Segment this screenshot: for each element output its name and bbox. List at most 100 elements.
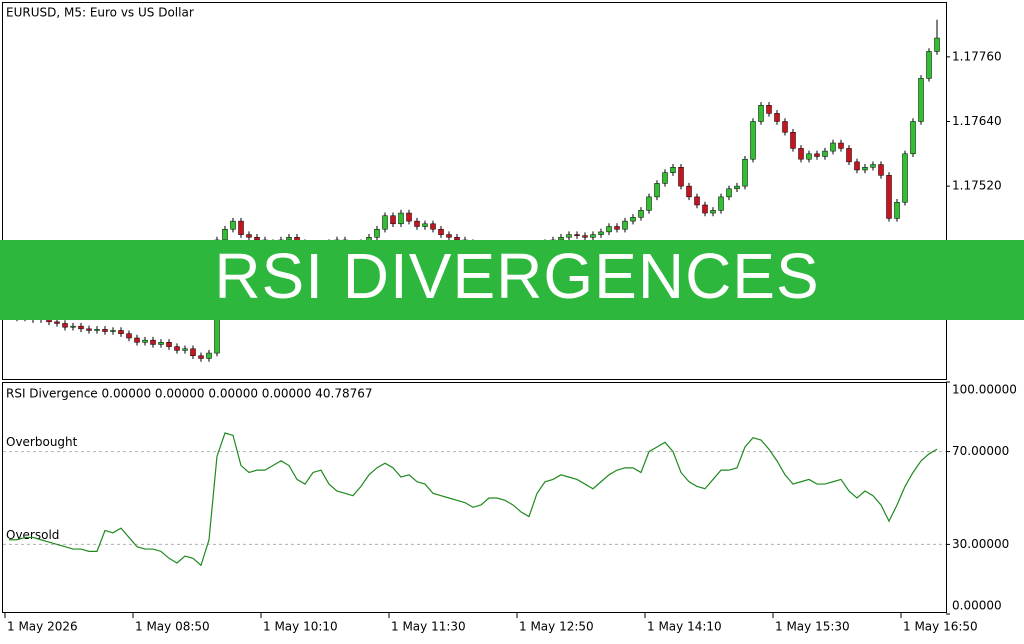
candle-body <box>710 210 716 214</box>
candle-body <box>446 234 452 238</box>
candle-body <box>422 223 428 227</box>
candle-body <box>926 51 932 79</box>
candle-body <box>646 196 652 211</box>
candle-body <box>126 333 132 339</box>
banner-band <box>0 240 1024 320</box>
y-tick-label: 0.00000 <box>952 599 1002 613</box>
x-tick-label: 1 May 14:10 <box>647 620 722 634</box>
candle-body <box>814 153 820 157</box>
candle-body <box>622 220 628 230</box>
candle-body <box>566 234 572 238</box>
candle-body <box>558 237 564 241</box>
candle-body <box>134 337 140 343</box>
x-tick-label: 1 May 12:50 <box>519 620 594 634</box>
candle-body <box>694 196 700 206</box>
candle-body <box>830 142 836 152</box>
candle-body <box>374 228 380 238</box>
y-tick-label: 1.17520 <box>952 179 1002 193</box>
candle-body <box>910 121 916 155</box>
candle-body <box>726 188 732 198</box>
candle-body <box>222 228 228 241</box>
candle-body <box>70 325 76 328</box>
candle-body <box>902 153 908 203</box>
candle-body <box>454 237 460 241</box>
candle-body <box>662 172 668 184</box>
level-label: Overbought <box>6 435 78 449</box>
candle-body <box>878 164 884 176</box>
candle-body <box>702 204 708 214</box>
indicator-title: RSI Divergence 0.00000 0.00000 0.00000 0… <box>6 387 373 401</box>
candle-body <box>574 234 580 236</box>
candle-body <box>670 167 676 173</box>
candle-body <box>190 348 196 357</box>
candle-body <box>246 234 252 238</box>
candle-body <box>678 167 684 187</box>
candle-body <box>886 175 892 219</box>
candle-body <box>110 330 116 332</box>
candle-body <box>590 234 596 238</box>
chart-title: EURUSD, M5: Euro vs US Dollar <box>6 6 194 20</box>
candle-body <box>790 132 796 149</box>
candle-body <box>230 220 236 230</box>
x-tick-label: 1 May 16:50 <box>903 620 978 634</box>
candle-body <box>782 121 788 133</box>
candle-body <box>766 105 772 114</box>
x-tick-label: 1 May 10:10 <box>263 620 338 634</box>
candle-body <box>390 215 396 225</box>
candle-body <box>774 113 780 122</box>
x-tick-label: 1 May 2026 <box>7 620 78 634</box>
candle-body <box>750 121 756 160</box>
candle-body <box>638 210 644 218</box>
candle-body <box>798 148 804 160</box>
x-tick-label: 1 May 08:50 <box>135 620 210 634</box>
candle-body <box>630 217 636 222</box>
candle-body <box>118 330 124 334</box>
candle-body <box>654 183 660 198</box>
candle-body <box>894 202 900 219</box>
candle-body <box>142 339 148 343</box>
candle-body <box>158 342 164 345</box>
rsi-panel-frame <box>2 382 947 613</box>
candle-body <box>398 212 404 225</box>
candle-body <box>846 148 852 163</box>
candle-body <box>286 237 292 241</box>
x-tick-label: 1 May 11:30 <box>391 620 466 634</box>
candle-body <box>862 167 868 171</box>
candle-body <box>606 226 612 233</box>
candle-body <box>238 220 244 235</box>
candle-body <box>934 37 940 52</box>
candle-body <box>54 321 60 324</box>
price-panel-frame <box>2 2 947 380</box>
rsi-line <box>9 432 938 567</box>
rsi-panel: RSI Divergence 0.00000 0.00000 0.00000 0… <box>3 387 946 567</box>
candle-body <box>206 352 212 359</box>
candle-body <box>718 196 724 211</box>
banner-title: RSI DIVERGENCES <box>214 240 819 312</box>
candle-body <box>150 339 156 345</box>
candle-body <box>406 212 412 222</box>
candle-body <box>918 78 924 122</box>
candle-body <box>182 348 188 351</box>
banner: RSI DIVERGENCES <box>0 240 1024 320</box>
y-tick-label: 70.00000 <box>952 444 1009 458</box>
candle-body <box>86 328 92 331</box>
candle-body <box>686 185 692 198</box>
y-tick-label: 30.00000 <box>952 537 1009 551</box>
candle-body <box>414 220 420 227</box>
candle-body <box>382 215 388 230</box>
candle-body <box>822 150 828 157</box>
y-tick-label: 100.00000 <box>952 383 1017 397</box>
y-tick-label: 1.17760 <box>952 49 1002 63</box>
level-label: Oversold <box>6 528 59 542</box>
candle-body <box>854 161 860 171</box>
candle-body <box>254 237 260 241</box>
candle-body <box>78 325 84 330</box>
candle-body <box>94 329 100 331</box>
candle-body <box>742 158 748 187</box>
candle-body <box>198 355 204 359</box>
x-tick-label: 1 May 15:30 <box>775 620 850 634</box>
y-tick-label: 1.17640 <box>952 114 1002 128</box>
candle-body <box>870 164 876 168</box>
candle-body <box>166 342 172 347</box>
